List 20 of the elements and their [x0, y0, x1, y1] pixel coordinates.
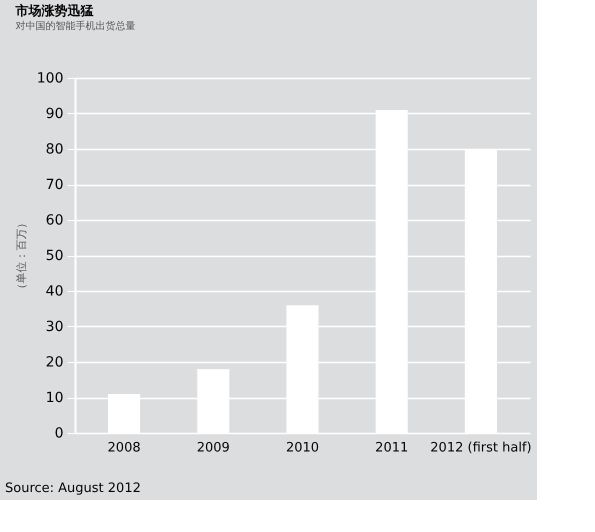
y-tick-label: 30 [46, 319, 64, 335]
chart-subtitle: 对中国的智能手机出货总量 [15, 20, 136, 32]
y-tick-label: 20 [46, 354, 64, 370]
y-tick-label: 60 [46, 212, 64, 228]
y-tick-label: 100 [36, 70, 64, 86]
y-tick-label: 80 [46, 142, 64, 158]
x-tick-label: 2010 [286, 440, 320, 456]
y-tick-label: 70 [46, 177, 64, 193]
y-axis-title: （单位：百万） [14, 218, 28, 294]
y-tick-label: 10 [46, 390, 64, 406]
source-note: Source: August 2012 [5, 481, 141, 496]
x-tick-label: 2008 [108, 440, 141, 456]
x-tick-label: 2012 (first half) [430, 440, 532, 456]
chart-title: 市场涨势迅猛 [14, 3, 94, 19]
y-tick-label: 0 [54, 426, 64, 442]
x-tick-label: 2011 [375, 440, 408, 456]
y-tick-label: 90 [46, 106, 64, 122]
y-tick-label: 40 [46, 284, 64, 300]
x-tick-label: 2009 [196, 440, 230, 456]
y-tick-label: 50 [46, 248, 64, 264]
